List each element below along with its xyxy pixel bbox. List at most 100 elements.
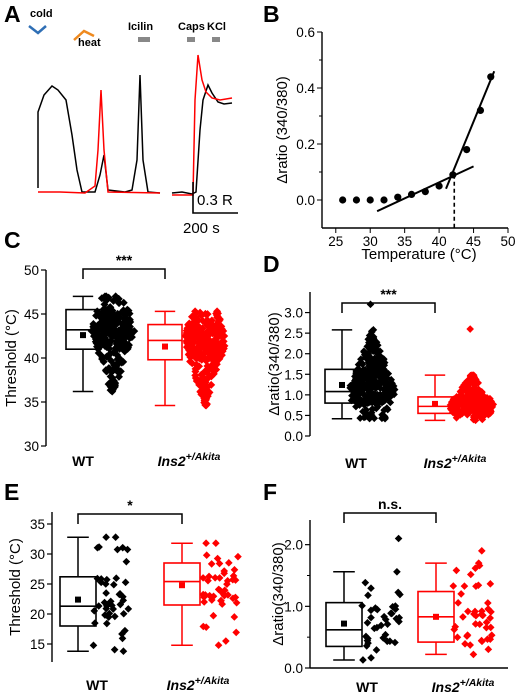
data-point bbox=[463, 146, 471, 154]
wt-data-point bbox=[373, 401, 381, 409]
panel-a-traces: cold heat Icilin Caps KCl 0.3 R 200 s bbox=[28, 8, 238, 237]
wt-data-point bbox=[373, 605, 382, 614]
category-label-akita-superscript: +/Akita bbox=[195, 675, 230, 687]
wt-data-point bbox=[367, 584, 375, 593]
wt-data-point bbox=[363, 636, 372, 645]
akita-data-point bbox=[209, 349, 218, 358]
caps-application-bar bbox=[187, 37, 195, 42]
wt-data-point bbox=[378, 414, 386, 423]
wt-data-point bbox=[377, 621, 385, 630]
wt-box bbox=[325, 601, 363, 648]
akita-data-point bbox=[188, 345, 197, 354]
wt-data-point bbox=[353, 365, 361, 374]
wt-data-point bbox=[119, 609, 128, 618]
akita-data-point bbox=[212, 360, 221, 369]
wt-data-point bbox=[395, 613, 404, 622]
akita-data-point bbox=[487, 608, 495, 616]
data-point bbox=[407, 190, 416, 198]
wt-mean-marker bbox=[75, 596, 81, 603]
akita-data-point bbox=[465, 380, 474, 388]
wt-data-point bbox=[378, 393, 387, 402]
wt-data-point bbox=[118, 634, 127, 643]
y-tick-label: 0.5 bbox=[284, 408, 303, 423]
wt-data-point bbox=[387, 375, 396, 384]
wt-trace-right bbox=[171, 83, 233, 195]
wt-data-point bbox=[360, 385, 368, 394]
y-tick-label: 0.4 bbox=[296, 81, 315, 96]
wt-data-point bbox=[370, 337, 378, 346]
akita-data-point bbox=[202, 551, 211, 560]
wt-data-point bbox=[396, 590, 404, 599]
stimulus-heat-label: heat bbox=[78, 37, 101, 49]
akita-data-point bbox=[479, 412, 488, 420]
akita-data-point bbox=[450, 625, 459, 634]
akita-data-point bbox=[211, 573, 219, 582]
wt-data-point bbox=[372, 404, 381, 413]
akita-data-point bbox=[471, 620, 480, 628]
akita-data-point bbox=[209, 611, 218, 620]
panel-label-c: C bbox=[4, 227, 21, 253]
wt-data-point bbox=[376, 384, 385, 393]
wt-data-point bbox=[105, 349, 114, 358]
y-axis-title: Threshold (°C) bbox=[3, 309, 20, 407]
y-tick-label: 0.0 bbox=[284, 661, 303, 676]
akita-data-point bbox=[202, 539, 210, 547]
wt-data-point bbox=[372, 384, 380, 393]
akita-data-point bbox=[469, 650, 478, 659]
wt-data-point bbox=[108, 601, 116, 610]
wt-data-point bbox=[357, 376, 366, 384]
wt-data-point bbox=[380, 406, 388, 414]
wt-data-point bbox=[368, 327, 376, 335]
wt-data-point bbox=[125, 315, 134, 324]
akita-data-point bbox=[466, 325, 474, 333]
wt-data-point bbox=[89, 641, 98, 650]
wt-data-point bbox=[91, 619, 99, 627]
wt-data-point bbox=[383, 620, 392, 628]
wt-data-point bbox=[114, 341, 123, 350]
akita-data-point bbox=[480, 400, 488, 408]
akita-data-point bbox=[205, 339, 214, 348]
panel-label-d: D bbox=[263, 251, 280, 277]
akita-data-point bbox=[232, 628, 240, 637]
wt-data-point bbox=[365, 391, 374, 400]
wt-data-point bbox=[100, 304, 109, 313]
akita-data-point bbox=[220, 341, 229, 350]
category-label-akita-superscript: +/Akita bbox=[460, 677, 495, 689]
akita-data-point bbox=[446, 404, 455, 413]
significance-bracket bbox=[77, 513, 183, 524]
akita-data-point bbox=[213, 333, 222, 342]
wt-data-point bbox=[374, 368, 382, 376]
wt-data-point bbox=[370, 379, 379, 387]
akita-data-point bbox=[188, 359, 197, 368]
akita-data-point bbox=[186, 339, 195, 348]
akita-data-point bbox=[234, 552, 242, 561]
akita-data-point bbox=[207, 560, 216, 568]
wt-data-point bbox=[358, 389, 367, 398]
akita-data-point bbox=[450, 409, 458, 417]
wt-data-point bbox=[90, 607, 99, 615]
y-tick-label: 0.2 bbox=[296, 137, 315, 152]
akita-data-point bbox=[467, 373, 475, 382]
wt-data-point bbox=[93, 543, 102, 552]
akita-data-point bbox=[222, 637, 230, 645]
wt-data-point bbox=[380, 361, 389, 370]
category-label-akita-base: Ins2 bbox=[158, 453, 186, 469]
wt-data-point bbox=[367, 606, 375, 615]
y-tick-label: 1.0 bbox=[284, 599, 303, 614]
akita-data-point bbox=[464, 607, 472, 616]
wt-data-point bbox=[352, 376, 360, 385]
wt-data-point bbox=[362, 374, 371, 382]
akita-data-point bbox=[457, 590, 465, 598]
wt-data-point bbox=[353, 389, 361, 398]
wt-data-point bbox=[362, 397, 371, 406]
wt-data-point bbox=[102, 533, 110, 541]
wt-data-point bbox=[108, 373, 117, 382]
akita-data-point bbox=[229, 572, 238, 580]
akita-data-point bbox=[184, 331, 193, 340]
akita-data-point bbox=[459, 613, 467, 621]
wt-data-point bbox=[98, 336, 107, 345]
wt-data-point bbox=[116, 335, 125, 344]
akita-data-point bbox=[471, 410, 480, 418]
